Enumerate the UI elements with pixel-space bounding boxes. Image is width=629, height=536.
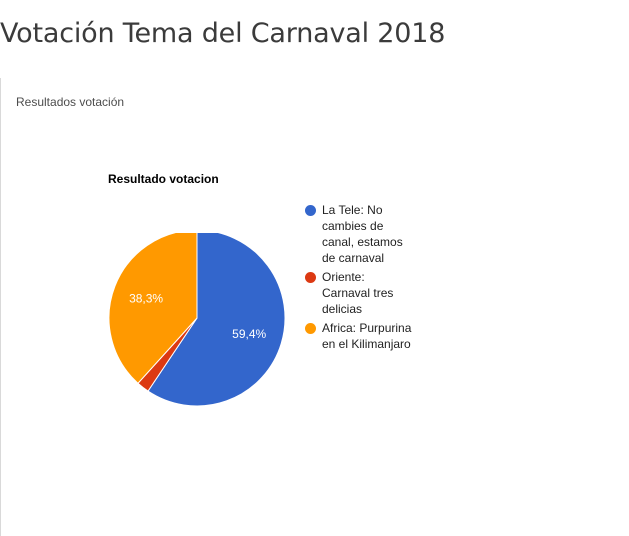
page-title: Votación Tema del Carnaval 2018 — [0, 18, 446, 49]
pie-slice[interactable] — [108, 233, 198, 384]
legend-swatch — [305, 205, 316, 216]
legend-label: Africa: Purpurina en el Kilimanjaro — [322, 321, 412, 351]
legend-item[interactable]: La Tele: No cambies de canal, estamos de… — [305, 202, 415, 266]
legend-swatch — [305, 272, 316, 283]
pie-chart: 59,4% 38,3% — [108, 233, 286, 407]
legend-label: La Tele: No cambies de canal, estamos de… — [322, 203, 403, 265]
legend-label: Oriente: Carnaval tres delicias — [322, 270, 394, 316]
pie-slice[interactable] — [147, 233, 286, 407]
slice-value-label: 59,4% — [232, 327, 266, 341]
chart-title: Resultado votacion — [108, 172, 219, 186]
legend-swatch — [305, 323, 316, 334]
chart-panel: Resultados votación Resultado votacion 5… — [0, 78, 629, 536]
panel-title: Resultados votación — [16, 95, 125, 109]
slice-value-label: 38,3% — [129, 291, 163, 305]
legend-item[interactable]: Oriente: Carnaval tres delicias — [305, 269, 415, 317]
chart-legend: La Tele: No cambies de canal, estamos de… — [305, 202, 415, 355]
legend-item[interactable]: Africa: Purpurina en el Kilimanjaro — [305, 320, 415, 352]
